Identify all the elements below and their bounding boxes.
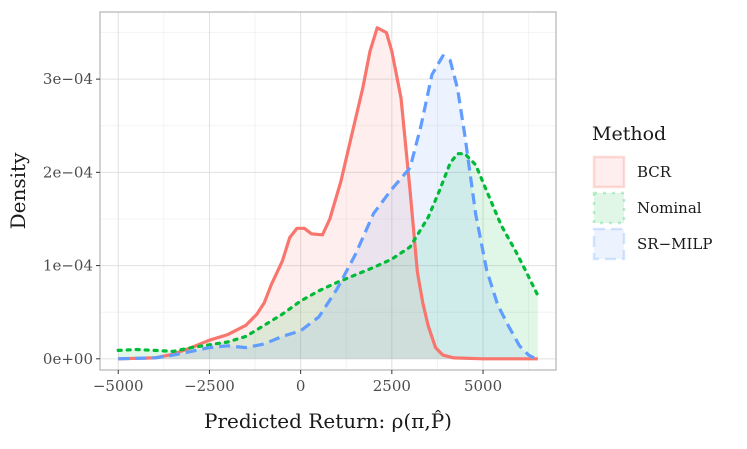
plot-panel bbox=[100, 12, 556, 370]
legend-label: BCR bbox=[637, 163, 672, 181]
y-tick-label: 2e−04 bbox=[43, 163, 93, 181]
y-tick-label: 1e−04 bbox=[43, 257, 93, 275]
legend: Method BCR Nominal SR−MILP bbox=[592, 123, 712, 261]
legend-item-2: SR−MILP bbox=[592, 227, 712, 261]
legend-item-1: Nominal bbox=[592, 191, 702, 225]
legend-key bbox=[592, 191, 626, 225]
density-areas bbox=[118, 27, 538, 359]
legend-key-bg bbox=[592, 227, 626, 261]
density-area-0 bbox=[118, 27, 538, 359]
legend-key-bg bbox=[592, 155, 626, 189]
density-area-2 bbox=[118, 55, 535, 359]
y-axis-ticks: 0e+00 1e−04 2e−04 3e−04 bbox=[43, 70, 100, 368]
legend-label: SR−MILP bbox=[637, 235, 712, 253]
x-tick-label: −2500 bbox=[184, 377, 235, 395]
density-area-1 bbox=[118, 153, 538, 359]
x-tick-label: −5000 bbox=[93, 377, 144, 395]
major-gridlines bbox=[100, 12, 556, 370]
x-tick-label: 0 bbox=[296, 377, 306, 395]
legend-title: Method bbox=[592, 123, 666, 145]
density-line-1 bbox=[116, 152, 540, 353]
density-line-0 bbox=[118, 26, 538, 361]
legend-items: BCR Nominal SR−MILP bbox=[592, 155, 712, 261]
plot-border bbox=[99, 11, 557, 371]
y-axis-title: Density bbox=[6, 152, 30, 229]
x-axis-title: Predicted Return: ρ(π,P̂) bbox=[204, 409, 452, 433]
legend-key bbox=[592, 155, 626, 189]
density-lines bbox=[116, 26, 540, 361]
legend-label: Nominal bbox=[637, 199, 702, 217]
density-line-2 bbox=[118, 54, 535, 361]
x-axis-ticks: −5000 −2500 0 2500 5000 bbox=[93, 370, 502, 395]
minor-gridlines bbox=[100, 12, 556, 370]
y-tick-label: 3e−04 bbox=[43, 70, 93, 88]
legend-key bbox=[592, 227, 626, 261]
x-tick-label: 2500 bbox=[373, 377, 411, 395]
y-tick-label: 0e+00 bbox=[43, 350, 93, 368]
x-tick-label: 5000 bbox=[464, 377, 502, 395]
legend-item-0: BCR bbox=[592, 155, 672, 189]
legend-key-bg bbox=[592, 191, 626, 225]
